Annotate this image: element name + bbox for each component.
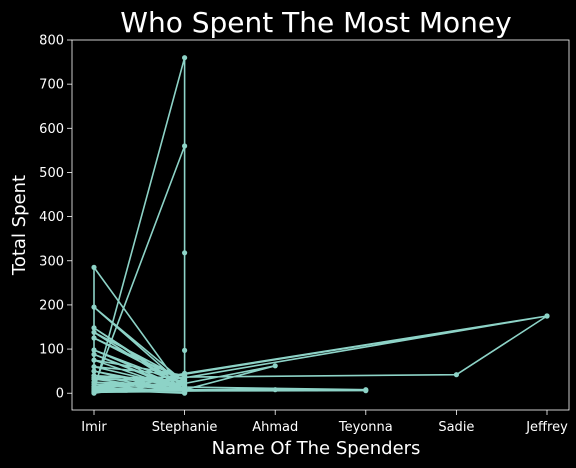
data-point (182, 370, 188, 376)
data-point (182, 388, 188, 394)
data-point (544, 313, 550, 319)
data-point (91, 375, 97, 381)
data-point (91, 347, 97, 353)
x-axis: Imir Stephanie Ahmad Teyonna Sadie Jeffrey (81, 410, 568, 435)
y-tick-label: 300 (39, 254, 64, 269)
data-point (182, 375, 188, 381)
chart-title: Who Spent The Most Money (120, 6, 511, 39)
data-layer (91, 55, 550, 396)
y-axis: 0 100 200 300 400 500 600 700 800 (39, 34, 72, 402)
y-axis-title: Total Spent (9, 175, 30, 276)
data-point (182, 250, 188, 256)
data-point (91, 351, 97, 357)
data-point (91, 357, 97, 363)
data-point (91, 304, 97, 310)
x-tick-label: Teyonna (338, 420, 393, 435)
data-point (91, 368, 97, 374)
y-tick-label: 500 (39, 166, 64, 181)
data-point (91, 389, 97, 395)
y-tick-label: 200 (39, 298, 64, 313)
data-point (182, 143, 188, 149)
y-tick-label: 400 (39, 210, 64, 225)
y-tick-label: 0 (56, 387, 64, 402)
y-tick-label: 100 (39, 343, 64, 358)
x-tick-label: Imir (81, 420, 107, 435)
data-point (182, 347, 188, 353)
data-point (91, 385, 97, 391)
x-tick-label: Jeffrey (525, 420, 568, 435)
data-point (91, 364, 97, 370)
data-point (272, 363, 278, 369)
y-tick-label: 800 (39, 34, 64, 49)
plot-frame (71, 39, 570, 411)
x-axis-title: Name Of The Spenders (212, 438, 421, 459)
data-point (182, 55, 188, 61)
y-tick-label: 700 (39, 78, 64, 93)
x-tick-label: Sadie (438, 420, 474, 435)
x-tick-label: Stephanie (152, 420, 218, 435)
data-point (453, 372, 459, 378)
data-point (363, 388, 369, 394)
data-point (272, 387, 278, 393)
data-point (91, 325, 97, 331)
data-point (91, 264, 97, 270)
data-point (91, 329, 97, 335)
data-point (91, 335, 97, 341)
y-tick-label: 600 (39, 122, 64, 137)
x-tick-label: Ahmad (252, 420, 298, 435)
